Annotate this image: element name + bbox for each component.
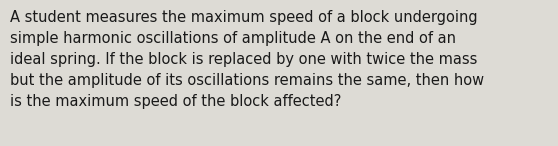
Text: A student measures the maximum speed of a block undergoing
simple harmonic oscil: A student measures the maximum speed of … (10, 10, 484, 109)
